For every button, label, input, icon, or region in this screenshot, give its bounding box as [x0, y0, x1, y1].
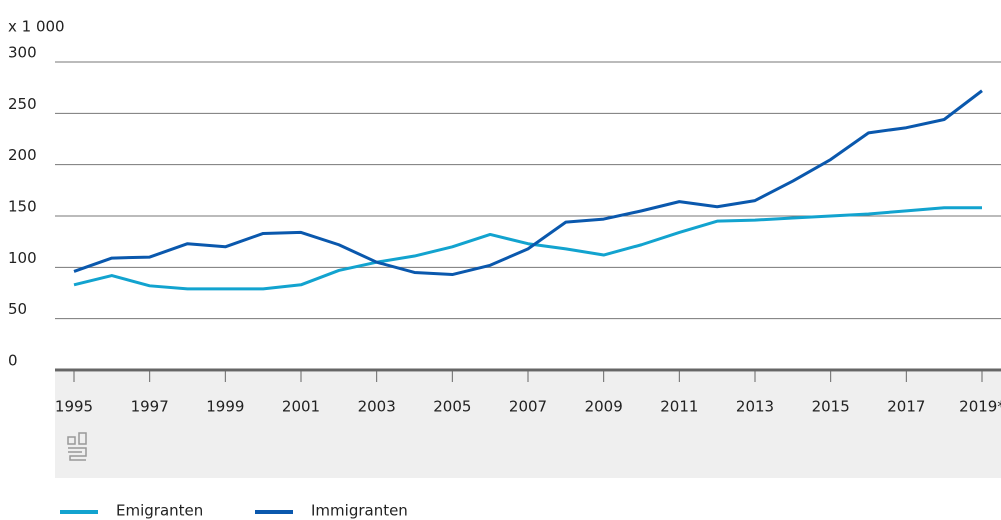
- y-tick-label: 0: [8, 352, 18, 370]
- logo: [67, 432, 87, 461]
- y-tick-label: 150: [8, 198, 37, 216]
- x-tick-label: 1995: [55, 398, 93, 416]
- x-tick-label: 2015: [812, 398, 850, 416]
- footer-band: [55, 372, 1001, 478]
- legend-label: Immigranten: [311, 502, 408, 520]
- x-tick-label: 2001: [282, 398, 320, 416]
- y-tick-label: 100: [8, 249, 37, 267]
- x-tick-label: 2011: [660, 398, 698, 416]
- x-tick-label: 2013: [736, 398, 774, 416]
- x-tick-label: 2009: [585, 398, 623, 416]
- y-tick-label: 50: [8, 300, 27, 318]
- y-tick-label: 200: [8, 146, 37, 164]
- x-tick-label: 2003: [358, 398, 396, 416]
- x-tick-label: 2017: [887, 398, 925, 416]
- legend-label: Emigranten: [116, 502, 203, 520]
- series-line: [73, 206, 982, 291]
- x-tick-label: 2007: [509, 398, 547, 416]
- series-line: [73, 89, 983, 277]
- unit-label: x 1 000: [8, 18, 65, 36]
- x-tick-label: 1997: [131, 398, 169, 416]
- y-tick-label: 300: [8, 44, 37, 62]
- x-tick-label: 2019*: [959, 398, 1001, 416]
- y-tick-label: 250: [8, 95, 37, 113]
- x-tick-label: 2005: [433, 398, 471, 416]
- x-tick-label: 1999: [206, 398, 244, 416]
